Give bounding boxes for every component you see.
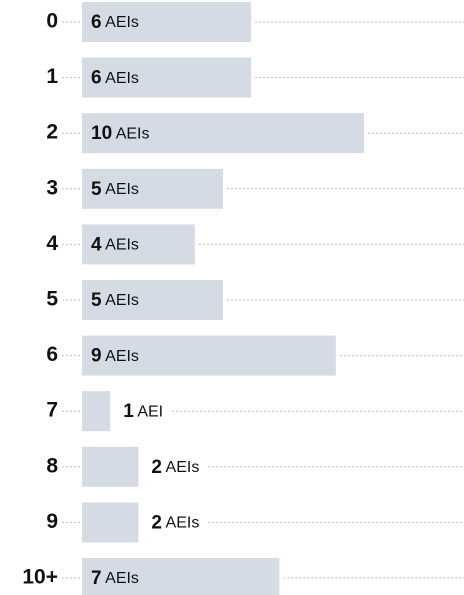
- label-background: [142, 446, 209, 487]
- value-label: 7 AEIs: [91, 568, 139, 589]
- value-label: 10 AEIs: [91, 123, 150, 144]
- category-label: 9: [46, 510, 58, 533]
- bar: [82, 280, 223, 320]
- value-label: 5 AEIs: [91, 179, 139, 200]
- category-label: 6: [46, 343, 58, 366]
- value-label: 9 AEIs: [91, 346, 139, 367]
- category-label: 2: [46, 121, 58, 144]
- bar: [82, 168, 223, 209]
- value-label: 5 AEIs: [91, 290, 139, 311]
- value-label: 4 AEIs: [91, 234, 139, 255]
- category-label: 5: [46, 288, 58, 311]
- category-label: 8: [46, 454, 58, 477]
- bar: [82, 224, 195, 265]
- bar: [82, 558, 280, 595]
- category-label: 7: [46, 399, 58, 422]
- bar: [82, 57, 252, 98]
- category-label: 0: [46, 10, 58, 33]
- bar: [82, 446, 139, 487]
- category-label: 4: [46, 232, 58, 255]
- value-label: 6 AEIs: [91, 68, 139, 89]
- bar: [82, 502, 139, 543]
- category-label: 1: [46, 65, 58, 88]
- bar: [82, 391, 111, 432]
- category-label: 3: [46, 176, 58, 199]
- value-label: 1 AEI: [123, 401, 163, 422]
- value-label: 2 AEIs: [151, 512, 199, 533]
- label-background: [114, 391, 173, 432]
- value-label: 6 AEIs: [91, 12, 139, 33]
- bar: [82, 335, 336, 376]
- bar: [82, 2, 252, 42]
- category-label: 10+: [22, 566, 58, 589]
- value-label: 2 AEIs: [151, 457, 199, 478]
- bar: [82, 113, 364, 154]
- label-background: [142, 502, 209, 543]
